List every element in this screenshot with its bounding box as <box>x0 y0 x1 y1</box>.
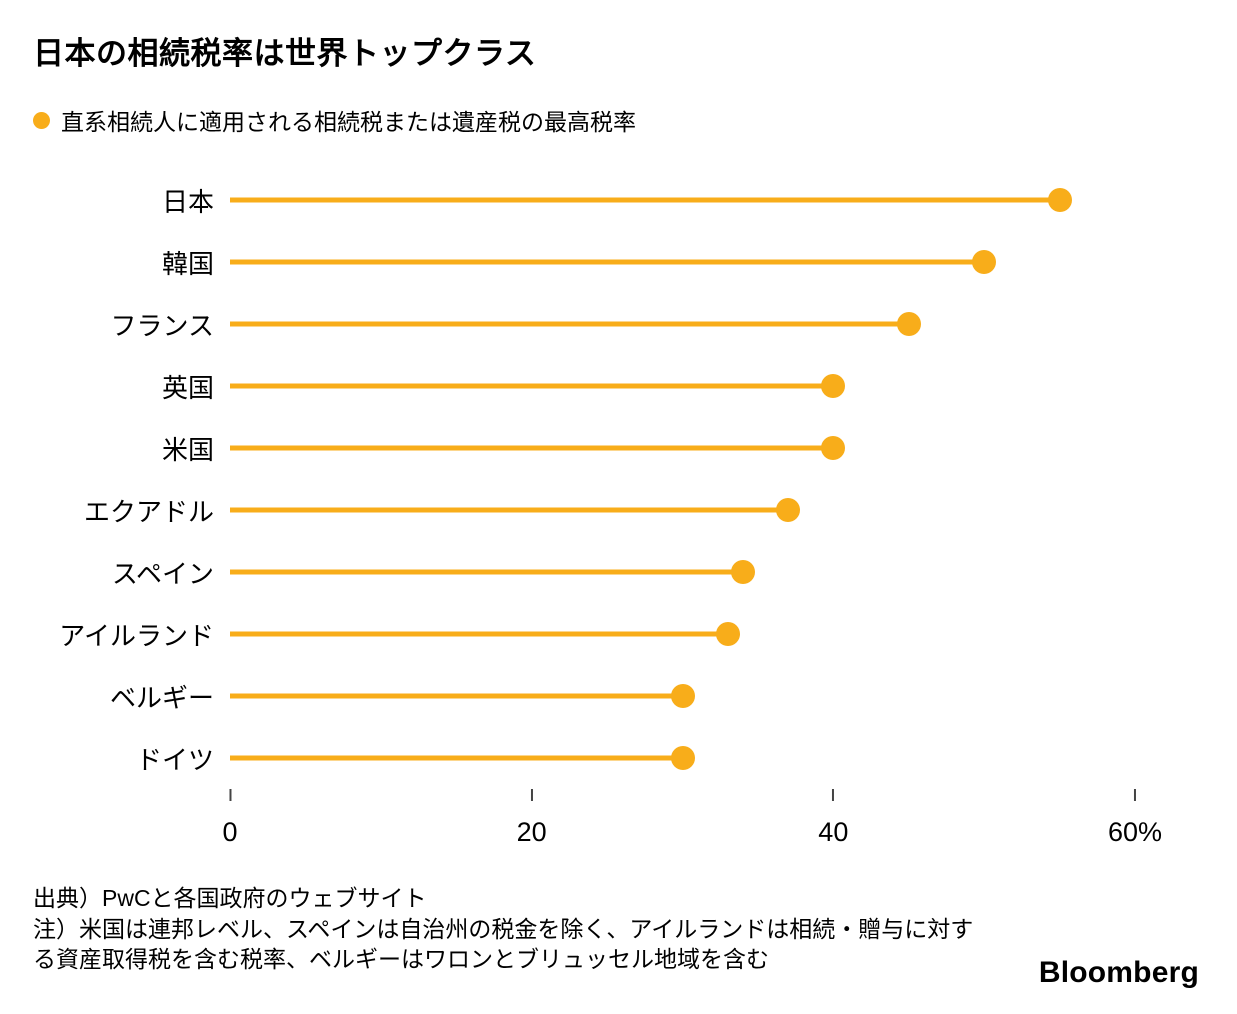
lollipop-dot <box>776 498 801 522</box>
lollipop-track <box>230 417 1135 479</box>
lollipop-stem <box>230 259 985 265</box>
category-label: 韓国 <box>161 248 214 279</box>
lollipop-stem <box>230 569 743 575</box>
category-label: アイルランド <box>59 620 214 651</box>
note-text: 注）米国は連邦レベル、スペインは自治州の税金を除く、アイルランドは相続・贈与に対… <box>33 915 974 973</box>
lollipop-dot <box>670 746 695 770</box>
lollipop-dot <box>972 250 997 274</box>
bloomberg-logo: Bloomberg <box>1038 956 1199 989</box>
chart-row: エクアドル <box>33 479 1135 541</box>
tick-label: 60% <box>1107 817 1163 847</box>
category-label: ドイツ <box>135 744 214 775</box>
x-axis-tick: 0 <box>222 789 238 848</box>
lollipop-dot <box>670 684 695 708</box>
lollipop-track <box>230 665 1135 727</box>
lollipop-dot <box>821 374 846 398</box>
source-text: 出典）PwCと各国政府のウェブサイト <box>33 885 427 911</box>
chart-title: 日本の相続税率は世界トップクラス <box>33 36 537 71</box>
footer: 出典）PwCと各国政府のウェブサイト 注）米国は連邦レベル、スペインは自治州の税… <box>33 883 1237 975</box>
lollipop-track <box>230 541 1135 603</box>
lollipop-stem <box>230 693 683 699</box>
x-axis-tick: 60% <box>1108 789 1162 848</box>
lollipop-stem <box>230 507 789 513</box>
category-label: 日本 <box>161 186 214 217</box>
tick-label: 20 <box>516 817 547 847</box>
lollipop-track <box>230 231 1135 293</box>
legend-label: 直系相続人に適用される相続税または遺産税の最高税率 <box>61 109 636 135</box>
x-axis-spacer <box>33 789 230 863</box>
lollipop-stem <box>230 631 728 637</box>
chart-row: スペイン <box>33 541 1135 603</box>
tick-mark <box>1133 789 1136 801</box>
chart-row: ベルギー <box>33 665 1135 727</box>
lollipop-stem <box>230 197 1060 203</box>
legend: 直系相続人に適用される相続税または遺産税の最高税率 <box>33 103 1237 137</box>
tick-mark <box>229 789 231 801</box>
chart-row: アイルランド <box>33 603 1135 665</box>
lollipop-stem <box>230 445 834 451</box>
tick-label: 0 <box>222 817 238 847</box>
lollipop-dot <box>821 436 846 460</box>
chart-row: ドイツ <box>33 727 1135 789</box>
lollipop-track <box>230 169 1135 231</box>
category-label: ベルギー <box>109 682 214 713</box>
lollipop-track <box>230 479 1135 541</box>
lollipop-dot <box>730 560 755 584</box>
lollipop-dot <box>1047 188 1072 212</box>
chart-row: 英国 <box>33 355 1135 417</box>
tick-mark <box>832 789 835 801</box>
lollipop-stem <box>230 321 909 327</box>
chart-row: 米国 <box>33 417 1135 479</box>
category-label: スペイン <box>111 558 214 589</box>
x-axis-tick: 20 <box>517 789 547 848</box>
x-axis-track: 0 20 40 60% <box>222 789 1162 863</box>
lollipop-stem <box>230 755 683 761</box>
chart-page: 日本の相続税率は世界トップクラス 直系相続人に適用される相続税または遺産税の最高… <box>33 36 1237 975</box>
chart-row: フランス <box>33 293 1135 355</box>
x-axis-tick: 40 <box>818 789 848 848</box>
chart: 日本韓国フランス英国米国エクアドルスペインアイルランドベルギードイツ <box>33 169 1135 789</box>
chart-row: 日本 <box>33 169 1135 231</box>
category-label: 米国 <box>161 434 214 465</box>
category-label: 英国 <box>161 372 214 403</box>
lollipop-track <box>230 293 1135 355</box>
legend-dot-icon <box>33 111 50 129</box>
lollipop-dot <box>715 622 740 646</box>
x-axis: 0 20 40 60% <box>33 789 1162 863</box>
lollipop-dot <box>896 312 921 336</box>
category-label: エクアドル <box>83 496 214 527</box>
tick-mark <box>530 789 533 801</box>
lollipop-track <box>230 727 1135 789</box>
lollipop-stem <box>230 383 834 389</box>
category-label: フランス <box>110 310 214 341</box>
tick-label: 40 <box>818 817 849 847</box>
chart-row: 韓国 <box>33 231 1135 293</box>
lollipop-track <box>230 355 1135 417</box>
lollipop-track <box>230 603 1135 665</box>
